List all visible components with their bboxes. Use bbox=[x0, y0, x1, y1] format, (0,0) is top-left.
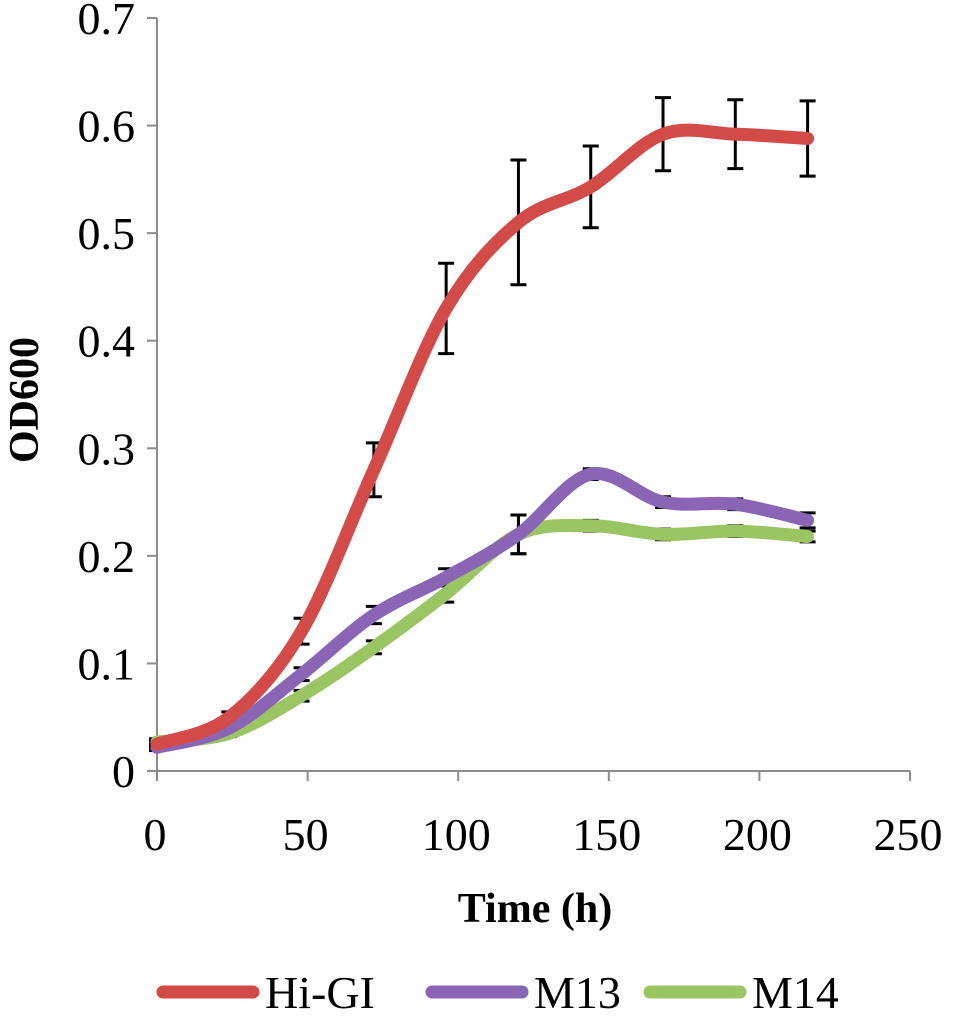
y-tick-label: 0.2 bbox=[78, 531, 136, 582]
y-tick-label: 0.4 bbox=[78, 316, 136, 367]
legend-label: Hi-GI bbox=[265, 967, 375, 1018]
legend-label: M13 bbox=[534, 967, 621, 1018]
legend-label: M14 bbox=[752, 967, 839, 1018]
tick-labels: 0 0.1 0.2 0.3 0.4 0.5 0.6 0.7 0 50 100 150 200 250 bbox=[78, 0, 943, 860]
x-axis-title: Time (h) bbox=[458, 886, 612, 932]
x-tick-label: 100 bbox=[422, 809, 491, 860]
error-bars bbox=[149, 96, 816, 753]
x-tick-label: 250 bbox=[874, 809, 943, 860]
axes bbox=[147, 17, 911, 781]
y-tick-label: 0.3 bbox=[78, 423, 136, 474]
y-tick-label: 0.6 bbox=[78, 101, 136, 152]
x-tick-label: 0 bbox=[144, 809, 167, 860]
series-line-m13 bbox=[150, 466, 815, 754]
x-tick-label: 50 bbox=[283, 809, 329, 860]
y-tick-label: 0 bbox=[112, 746, 135, 797]
legend-item: M14 bbox=[643, 967, 839, 1018]
x-tick-label: 150 bbox=[572, 809, 641, 860]
legend: Hi-GI M13 M14 bbox=[156, 967, 839, 1018]
y-tick-label: 0.5 bbox=[78, 208, 136, 259]
series-lines bbox=[150, 123, 815, 754]
legend-item: M13 bbox=[425, 967, 621, 1018]
y-tick-label: 0.1 bbox=[78, 638, 136, 689]
series-line-hi-gi bbox=[150, 123, 815, 751]
x-tick-label: 200 bbox=[723, 809, 792, 860]
series-line-m14 bbox=[150, 518, 815, 749]
legend-item: Hi-GI bbox=[156, 967, 375, 1018]
y-tick-label: 0.7 bbox=[78, 0, 136, 44]
y-axis-title: OD600 bbox=[2, 337, 48, 463]
